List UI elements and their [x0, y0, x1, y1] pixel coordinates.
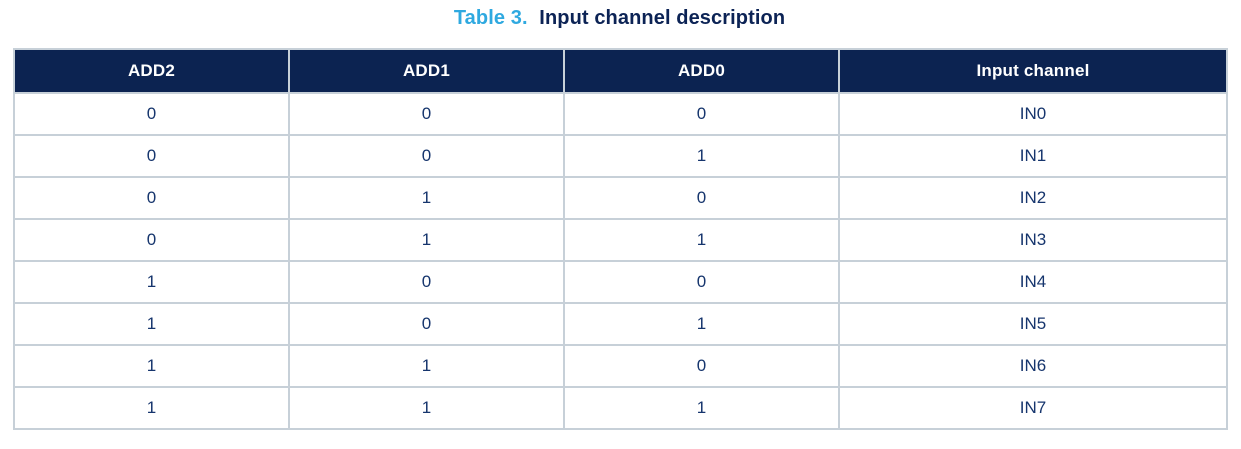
table-cell: 0: [288, 302, 565, 346]
table-cell: 1: [288, 176, 565, 220]
table-caption-number: Table 3.: [453, 7, 528, 29]
column-header-add2: ADD2: [13, 48, 290, 94]
table-cell: 0: [288, 260, 565, 304]
table-cell: 0: [13, 176, 290, 220]
table-row: 0 1 1 IN3: [13, 218, 1228, 262]
table-cell: IN1: [838, 134, 1228, 178]
table-row: 1 0 0 IN4: [13, 260, 1228, 304]
column-header-add0: ADD0: [563, 48, 840, 94]
input-channel-table: ADD2 ADD1 ADD0 Input channel 0 0 0 IN0 0 0 1 IN…: [13, 48, 1228, 430]
table-cell: IN0: [838, 92, 1228, 136]
table-cell: IN3: [838, 218, 1228, 262]
table-cell: IN7: [838, 386, 1228, 430]
table-cell: 1: [288, 218, 565, 262]
table-cell: 1: [288, 386, 565, 430]
table-row: 0 1 0 IN2: [13, 176, 1228, 220]
table-body: 0 0 0 IN0 0 0 1 IN1 0 1 0 IN2 0 1 1 IN3 1 0 0 IN4 1 0 1 IN5 1 1 0 I…: [13, 92, 1228, 430]
table-cell: IN6: [838, 344, 1228, 388]
table-cell: 0: [13, 218, 290, 262]
table-cell: 1: [13, 260, 290, 304]
table-cell: 0: [563, 260, 840, 304]
table-cell: IN2: [838, 176, 1228, 220]
table-cell: IN5: [838, 302, 1228, 346]
column-header-add1: ADD1: [288, 48, 565, 94]
table-cell: 1: [563, 302, 840, 346]
table-cell: 1: [13, 302, 290, 346]
table-cell: 1: [563, 134, 840, 178]
table-cell: 0: [563, 176, 840, 220]
table-cell: IN4: [838, 260, 1228, 304]
table-row: 1 1 0 IN6: [13, 344, 1228, 388]
table-row: 0 0 0 IN0: [13, 92, 1228, 136]
column-header-input-channel: Input channel: [838, 48, 1228, 94]
table-caption: Table 3. Input channel description: [13, 7, 1226, 30]
table-cell: 0: [288, 92, 565, 136]
table-cell: 1: [288, 344, 565, 388]
table-cell: 1: [563, 218, 840, 262]
table-header: ADD2 ADD1 ADD0 Input channel: [13, 48, 1228, 94]
table-cell: 0: [563, 344, 840, 388]
table-row: 0 0 1 IN1: [13, 134, 1228, 178]
table-caption-title: Input channel description: [539, 7, 786, 29]
table-cell: 1: [13, 386, 290, 430]
table-cell: 1: [13, 344, 290, 388]
table-cell: 0: [13, 92, 290, 136]
table-cell: 1: [563, 386, 840, 430]
table-cell: 0: [13, 134, 290, 178]
table-cell: 0: [288, 134, 565, 178]
table-row: 1 1 1 IN7: [13, 386, 1228, 430]
table-row: 1 0 1 IN5: [13, 302, 1228, 346]
table-header-row: ADD2 ADD1 ADD0 Input channel: [13, 48, 1228, 94]
table-cell: 0: [563, 92, 840, 136]
